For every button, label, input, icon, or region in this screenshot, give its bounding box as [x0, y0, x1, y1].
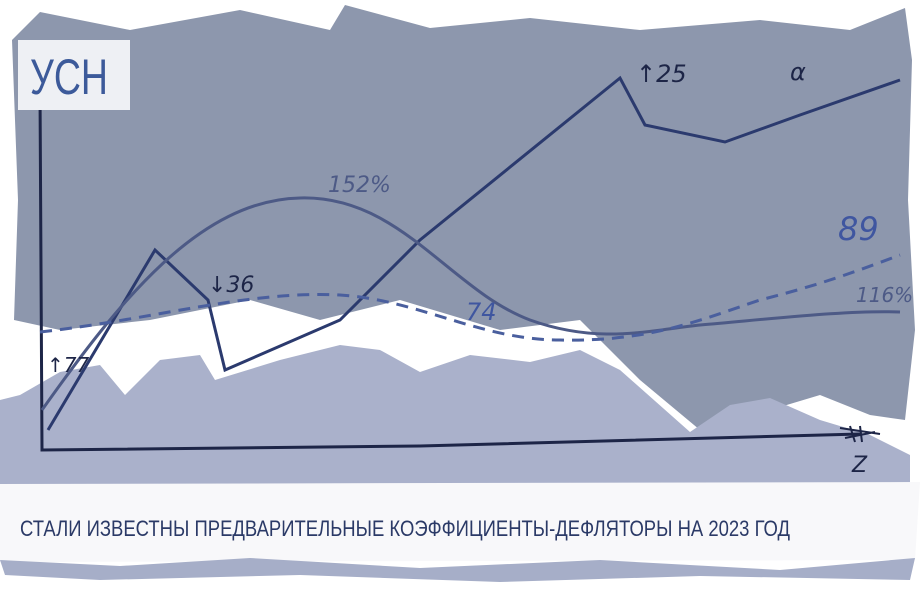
- annotation: 116%: [856, 283, 913, 307]
- annotation: α: [790, 58, 806, 86]
- axes: [38, 89, 861, 452]
- badge-text: УСН: [30, 49, 108, 105]
- annotation: 89: [838, 210, 879, 248]
- bottom-strip: [0, 558, 915, 582]
- badge: [18, 40, 130, 110]
- line-main: [46, 75, 901, 431]
- line-dashed: [39, 253, 901, 342]
- gray-paper: [12, 5, 915, 430]
- caption: СТАЛИ ИЗВЕСТНЫ ПРЕДВАРИТЕЛЬНЫЕ КОЭФФИЦИЕ…: [20, 516, 790, 541]
- caption-band: [0, 482, 920, 562]
- annotation: 74: [466, 298, 497, 326]
- line-curve: [40, 196, 901, 411]
- annotation: ↓36: [208, 273, 254, 298]
- mountains: [0, 345, 910, 485]
- annotation: ↑25: [636, 60, 687, 88]
- annotation: Z: [851, 453, 868, 478]
- annotation: 152%: [328, 173, 391, 198]
- annotation: ↑77: [47, 353, 89, 377]
- axis-arrow: [839, 425, 881, 443]
